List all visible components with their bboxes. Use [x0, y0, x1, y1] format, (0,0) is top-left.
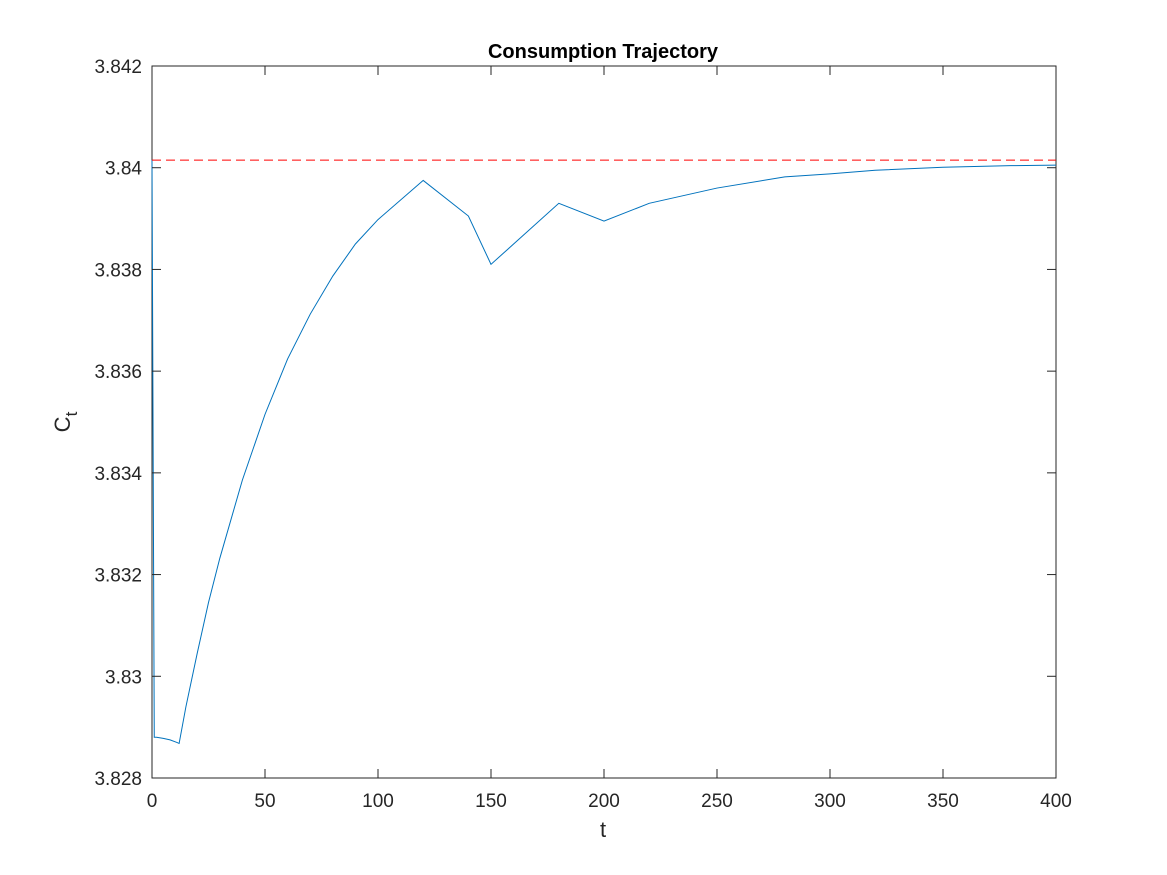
y-axis-title: Ct: [50, 411, 81, 432]
y-axis-title-main: C: [50, 416, 75, 432]
consumption-series-line: [151, 160, 1057, 745]
series-layer: [151, 159, 1057, 745]
y-tick-label: 3.84: [105, 159, 142, 180]
chart-title: Consumption Trajectory: [488, 41, 719, 63]
y-axis-title-subscript: t: [62, 411, 81, 416]
y-tick-label: 3.832: [94, 566, 142, 587]
x-tick-label: 150: [475, 791, 507, 812]
x-tick-label: 350: [927, 791, 959, 812]
y-tick-label: 3.834: [94, 464, 142, 485]
plot-area: 0 50 100 150 200 250 300 350 400 3.828 3.83 3.832 3.…: [94, 57, 1071, 812]
y-tick-label: 3.83: [105, 667, 142, 688]
x-axis-title: t: [600, 817, 606, 842]
y-tick-label: 3.838: [94, 260, 142, 281]
x-tick-label: 300: [814, 791, 846, 812]
x-tick-label: 100: [362, 791, 394, 812]
y-tick-label: 3.828: [94, 769, 142, 790]
plot-frame: [151, 65, 1057, 779]
x-tick-label: 250: [701, 791, 733, 812]
y-tick-label: 3.836: [94, 362, 142, 383]
y-tick-label: 3.842: [94, 57, 142, 78]
ticks-layer: 0 50 100 150 200 250 300 350 400 3.828 3.83 3.832 3.…: [94, 57, 1071, 812]
x-tick-label: 50: [254, 791, 275, 812]
x-tick-label: 400: [1040, 791, 1072, 812]
x-tick-label: 0: [147, 791, 158, 812]
x-tick-label: 200: [588, 791, 620, 812]
